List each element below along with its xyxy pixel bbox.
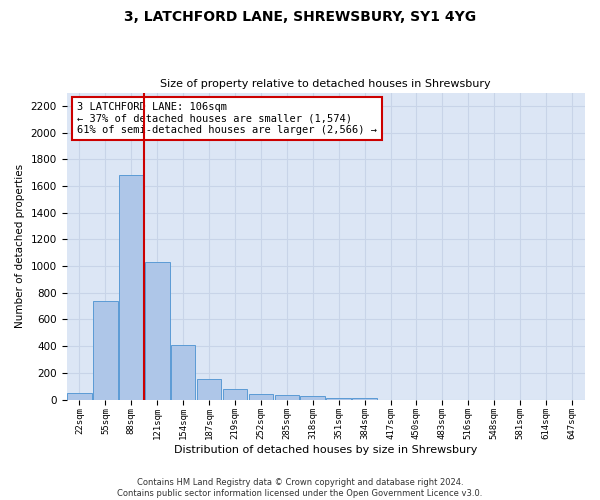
- Bar: [171, 345, 196, 400]
- Text: 3, LATCHFORD LANE, SHREWSBURY, SY1 4YG: 3, LATCHFORD LANE, SHREWSBURY, SY1 4YG: [124, 10, 476, 24]
- Bar: [301, 396, 325, 400]
- Text: Contains HM Land Registry data © Crown copyright and database right 2024.
Contai: Contains HM Land Registry data © Crown c…: [118, 478, 482, 498]
- Y-axis label: Number of detached properties: Number of detached properties: [15, 164, 25, 328]
- Text: 3 LATCHFORD LANE: 106sqm
← 37% of detached houses are smaller (1,574)
61% of sem: 3 LATCHFORD LANE: 106sqm ← 37% of detach…: [77, 102, 377, 135]
- Bar: [352, 398, 377, 400]
- X-axis label: Distribution of detached houses by size in Shrewsbury: Distribution of detached houses by size …: [174, 445, 478, 455]
- Bar: [67, 393, 92, 400]
- Bar: [326, 398, 351, 400]
- Bar: [93, 301, 118, 400]
- Bar: [119, 176, 143, 400]
- Bar: [248, 394, 273, 400]
- Bar: [275, 395, 299, 400]
- Title: Size of property relative to detached houses in Shrewsbury: Size of property relative to detached ho…: [160, 79, 491, 89]
- Bar: [145, 262, 170, 400]
- Bar: [223, 389, 247, 400]
- Bar: [197, 379, 221, 400]
